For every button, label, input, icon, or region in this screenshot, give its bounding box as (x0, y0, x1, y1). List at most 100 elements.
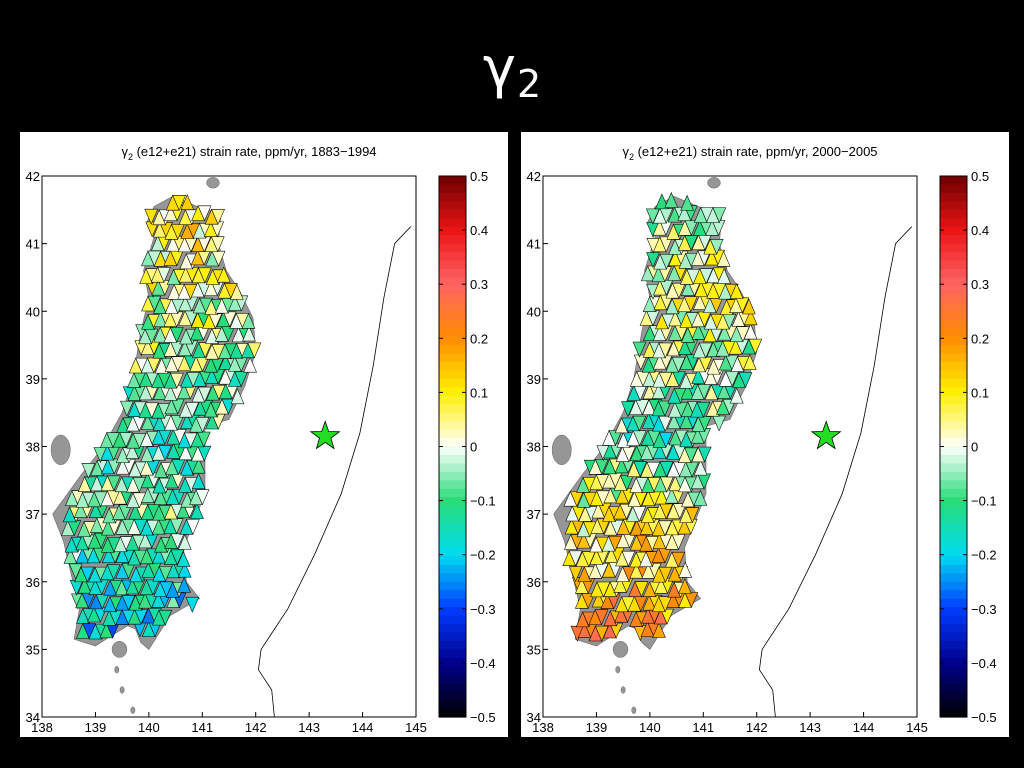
colorbar-step (940, 607, 967, 617)
island (707, 177, 721, 189)
colorbar-step (940, 285, 967, 295)
colorbar-step (940, 624, 967, 634)
y-tick-label: 41 (26, 237, 40, 252)
colorbar-step (439, 294, 466, 304)
y-tick-label: 38 (527, 440, 541, 455)
colorbar-step (439, 514, 466, 524)
strain-triangle (94, 532, 109, 549)
strain-triangle (660, 608, 674, 625)
colorbar-step (439, 243, 466, 253)
colorbar-step (940, 471, 967, 481)
colorbar-step (940, 387, 967, 397)
colorbar-step (439, 260, 466, 270)
strain-triangle (121, 595, 136, 611)
strain-triangle (621, 550, 636, 567)
strain-triangle (211, 250, 226, 267)
colorbar-step (940, 683, 967, 693)
strain-triangle (243, 356, 257, 373)
colorbar-step (940, 446, 967, 456)
strain-triangle (81, 463, 96, 479)
colorbar-step (940, 480, 967, 490)
colorbar-step (439, 235, 466, 245)
colorbar-step (940, 514, 967, 524)
colorbar-step (439, 505, 466, 515)
colorbar-step (940, 226, 967, 236)
strain-triangle (120, 400, 134, 417)
strain-triangle (177, 576, 191, 593)
colorbar-step (439, 539, 466, 549)
colorbar-tick-label: 0.5 (971, 169, 989, 184)
colorbar-step (940, 184, 967, 194)
colorbar-step (439, 412, 466, 422)
colorbar-step (940, 649, 967, 659)
strain-triangle (693, 489, 708, 506)
colorbar-step (940, 370, 967, 380)
colorbar-step (439, 573, 466, 583)
strain-triangle (678, 577, 692, 594)
x-tick-label: 139 (85, 720, 107, 735)
strain-triangle (742, 298, 756, 315)
colorbar-step (940, 657, 967, 667)
y-tick-label: 41 (527, 237, 541, 252)
colorbar-step (439, 209, 466, 219)
strain-triangle (172, 489, 186, 505)
strain-triangle (176, 551, 191, 567)
x-tick-label: 140 (138, 720, 160, 735)
strain-triangle (697, 250, 712, 267)
colorbar-step (940, 564, 967, 574)
strain-triangle (716, 250, 731, 267)
strain-map-panel-1883-1994: γ2 (e12+e21) strain rate, ppm/yr, 1883−1… (20, 132, 508, 737)
colorbar-step (940, 463, 967, 473)
strain-triangle (180, 194, 195, 210)
strain-triangle (645, 208, 660, 225)
colorbar-step (439, 277, 466, 287)
colorbar-step (439, 615, 466, 625)
strain-triangle (697, 446, 712, 463)
colorbar-step (940, 590, 967, 600)
colorbar-step (940, 674, 967, 684)
strain-triangle (146, 579, 160, 596)
island (620, 686, 626, 694)
colorbar-step (940, 598, 967, 608)
strain-triangle (144, 208, 159, 225)
strain-triangle (241, 312, 256, 329)
strain-triangle (170, 549, 185, 566)
colorbar-tick-label: 0.4 (971, 223, 989, 238)
strain-triangle (634, 581, 649, 598)
strain-triangle (671, 356, 686, 373)
colorbar-step (940, 539, 967, 549)
colorbar-tick-label: 0 (470, 440, 477, 455)
colorbar-step (940, 632, 967, 642)
colorbar-step (439, 387, 466, 397)
colorbar-step (940, 201, 967, 211)
colorbar-step (940, 581, 967, 591)
strain-triangle (195, 417, 210, 433)
colorbar-step (439, 192, 466, 202)
strain-triangle (712, 207, 727, 224)
strain-triangle (608, 430, 623, 447)
strain-triangle (594, 625, 609, 642)
strain-triangle (177, 533, 192, 550)
colorbar-tick-label: −0.1 (470, 494, 496, 509)
strain-triangle (230, 388, 245, 405)
strain-triangle (198, 342, 213, 359)
strain-triangle (171, 459, 186, 476)
strain-triangle (170, 372, 184, 389)
colorbar-step (940, 268, 967, 279)
colorbar-step (439, 649, 466, 659)
colorbar-step (439, 361, 466, 372)
colorbar-step (439, 226, 466, 236)
colorbar-step (439, 395, 466, 405)
colorbar-step (940, 708, 967, 718)
island (615, 666, 621, 674)
colorbar-step (439, 640, 466, 650)
island (551, 434, 572, 466)
strain-triangle (659, 253, 674, 270)
strain-triangle (697, 416, 712, 433)
colorbar-step (439, 581, 466, 591)
colorbar-step (439, 691, 466, 701)
colorbar-tick-label: 0.2 (971, 331, 989, 346)
y-tick-label: 39 (26, 372, 40, 387)
strain-triangle (709, 239, 724, 255)
strain-triangle (620, 475, 634, 492)
